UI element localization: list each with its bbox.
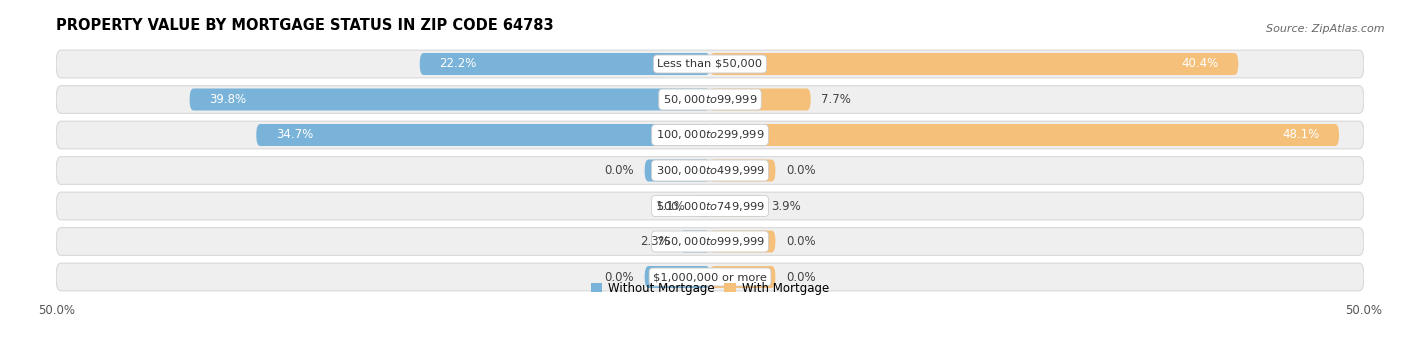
FancyBboxPatch shape: [710, 89, 811, 110]
Text: 1.1%: 1.1%: [655, 199, 685, 212]
Text: 39.8%: 39.8%: [209, 93, 246, 106]
FancyBboxPatch shape: [56, 86, 1364, 113]
Text: 0.0%: 0.0%: [605, 270, 634, 283]
Text: Less than $50,000: Less than $50,000: [658, 59, 762, 69]
Text: 0.0%: 0.0%: [786, 164, 815, 177]
Text: 7.7%: 7.7%: [821, 93, 851, 106]
FancyBboxPatch shape: [56, 157, 1364, 184]
FancyBboxPatch shape: [190, 89, 710, 110]
Text: $100,000 to $299,999: $100,000 to $299,999: [655, 129, 765, 142]
Text: $50,000 to $99,999: $50,000 to $99,999: [662, 93, 758, 106]
FancyBboxPatch shape: [56, 263, 1364, 291]
Text: 0.0%: 0.0%: [786, 270, 815, 283]
FancyBboxPatch shape: [710, 195, 761, 217]
Text: 0.0%: 0.0%: [605, 164, 634, 177]
Text: 48.1%: 48.1%: [1282, 129, 1319, 142]
FancyBboxPatch shape: [710, 231, 776, 252]
Text: 34.7%: 34.7%: [276, 129, 314, 142]
FancyBboxPatch shape: [710, 53, 1239, 75]
FancyBboxPatch shape: [644, 160, 710, 181]
FancyBboxPatch shape: [56, 121, 1364, 149]
FancyBboxPatch shape: [681, 231, 710, 252]
FancyBboxPatch shape: [644, 266, 710, 288]
FancyBboxPatch shape: [710, 160, 776, 181]
FancyBboxPatch shape: [56, 192, 1364, 220]
Text: $1,000,000 or more: $1,000,000 or more: [654, 272, 766, 282]
FancyBboxPatch shape: [710, 124, 1339, 146]
Text: 40.4%: 40.4%: [1181, 58, 1219, 71]
Text: 2.3%: 2.3%: [640, 235, 669, 248]
FancyBboxPatch shape: [56, 50, 1364, 78]
FancyBboxPatch shape: [710, 266, 776, 288]
Text: PROPERTY VALUE BY MORTGAGE STATUS IN ZIP CODE 64783: PROPERTY VALUE BY MORTGAGE STATUS IN ZIP…: [56, 18, 554, 33]
Text: 0.0%: 0.0%: [786, 235, 815, 248]
Text: $500,000 to $749,999: $500,000 to $749,999: [655, 199, 765, 212]
FancyBboxPatch shape: [696, 195, 710, 217]
Text: 3.9%: 3.9%: [772, 199, 801, 212]
Legend: Without Mortgage, With Mortgage: Without Mortgage, With Mortgage: [586, 277, 834, 299]
Text: 22.2%: 22.2%: [439, 58, 477, 71]
FancyBboxPatch shape: [256, 124, 710, 146]
FancyBboxPatch shape: [420, 53, 710, 75]
Text: $750,000 to $999,999: $750,000 to $999,999: [655, 235, 765, 248]
Text: Source: ZipAtlas.com: Source: ZipAtlas.com: [1267, 24, 1385, 34]
FancyBboxPatch shape: [56, 228, 1364, 255]
Text: $300,000 to $499,999: $300,000 to $499,999: [655, 164, 765, 177]
